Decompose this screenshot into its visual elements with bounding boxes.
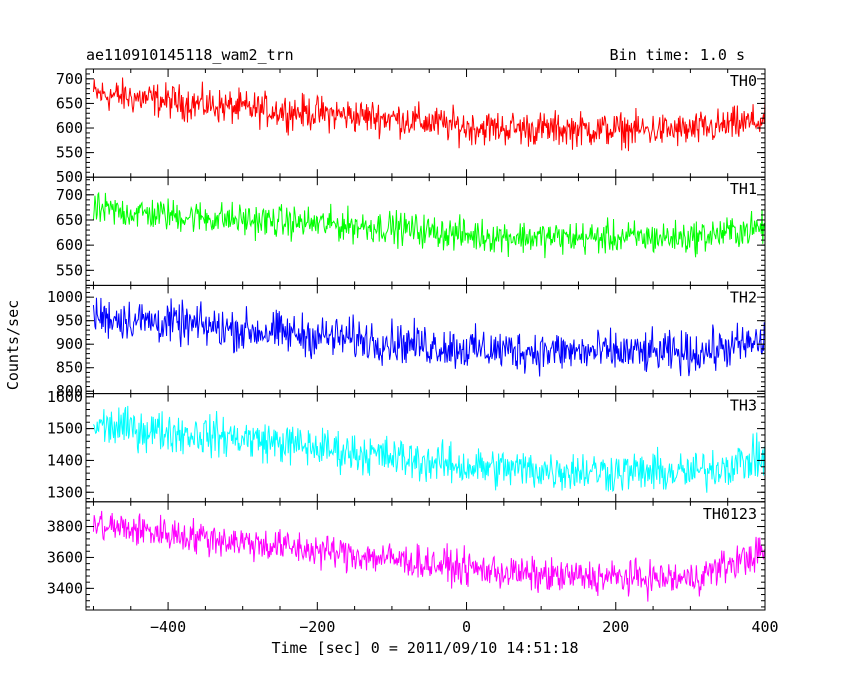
panel-th3: 1300 1400 1500 1600 TH3	[47, 388, 766, 503]
panel-label-th0123: TH0123	[703, 505, 757, 523]
panel-label-th2: TH2	[730, 288, 757, 306]
series-line-th0123	[92, 510, 766, 602]
y-tick-label: 1300	[47, 483, 83, 501]
y-tick-label: 950	[56, 312, 83, 330]
y-tick-label: 1600	[47, 388, 83, 406]
x-tick-label: 400	[751, 618, 778, 636]
y-tick-label-extra: 500	[56, 168, 83, 186]
y-tick-label: 550	[56, 144, 83, 162]
y-tick-label: 1000	[47, 288, 83, 306]
y-tick-label: 850	[56, 359, 83, 377]
panel-th0: 550 600 650 700 500 TH0	[56, 68, 766, 186]
x-axis: −400 −200 0 200 400	[150, 618, 779, 636]
series-line-th3	[93, 405, 766, 493]
y-tick-label: 3600	[47, 548, 83, 566]
y-tick-label: 3400	[47, 579, 83, 597]
panel-th1: 550 600 650 700 TH1	[56, 176, 766, 286]
panel-label-th0: TH0	[730, 72, 757, 90]
panel-th0123: 3400 3600 3800 TH0123	[47, 501, 766, 611]
x-tick-label: −200	[299, 618, 335, 636]
x-tick-label: 0	[462, 618, 471, 636]
panel-label-th1: TH1	[730, 180, 757, 198]
series-line-th0	[92, 77, 766, 152]
series-line-th2	[92, 297, 766, 377]
series-line-th1	[92, 191, 766, 259]
y-tick-label: 600	[56, 119, 83, 137]
y-tick-label: 800	[56, 382, 83, 400]
y-tick-label: 650	[56, 94, 83, 112]
x-tick-label: −400	[150, 618, 186, 636]
y-tick-label: 900	[56, 335, 83, 353]
y-tick-label: 1500	[47, 420, 83, 438]
y-tick-label: 3800	[47, 518, 83, 536]
y-tick-label: 700	[56, 70, 83, 88]
bin-time-label: Bin time: 1.0 s	[610, 46, 745, 64]
x-tick-label: 200	[602, 618, 629, 636]
y-tick-label: 1400	[47, 451, 83, 469]
y-tick-label: 650	[56, 211, 83, 229]
chart-title: ae110910145118_wam2_trn	[86, 46, 294, 64]
y-tick-label: 550	[56, 261, 83, 279]
y-axis-label: Counts/sec	[4, 300, 22, 390]
x-axis-label: Time [sec] 0 = 2011/09/10 14:51:18	[271, 639, 578, 657]
panel-th2: 800 850 900 950 1000 TH2	[47, 284, 766, 400]
panel-label-th3: TH3	[730, 397, 757, 415]
y-tick-label: 700	[56, 186, 83, 204]
y-tick-label: 600	[56, 236, 83, 254]
panel-frame	[85, 501, 766, 611]
